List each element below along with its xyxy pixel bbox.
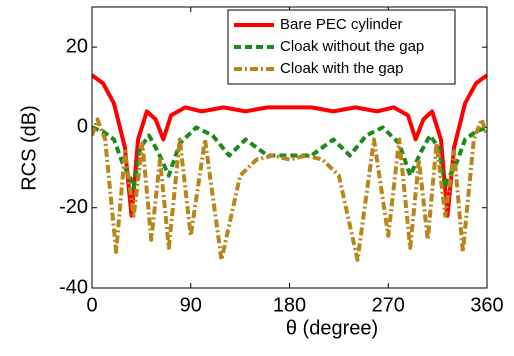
x-tick-label: 270	[372, 294, 405, 316]
series-line	[92, 117, 487, 262]
plot	[92, 73, 487, 262]
y-tick-label: -20	[59, 196, 88, 218]
x-tick-label: 180	[273, 294, 306, 316]
x-axis-label: θ (degree)	[286, 317, 378, 339]
y-tick-label: 20	[66, 35, 88, 57]
legend-label: Cloak with the gap	[280, 60, 403, 77]
y-tick-label: -40	[59, 276, 88, 298]
x-tick-label: 0	[86, 294, 97, 316]
legend: Bare PEC cylinder Cloak without the gap Cl…	[227, 9, 456, 85]
legend-label: Cloak without the gap	[280, 38, 424, 55]
y-tick-label: 0	[77, 116, 88, 138]
legend-box	[227, 9, 456, 85]
x-tick-label: 90	[180, 294, 202, 316]
y-axis-label: RCS (dB)	[18, 105, 40, 191]
plot-frame	[91, 6, 488, 289]
series-line	[92, 125, 487, 190]
legend-label: Bare PEC cylinder	[280, 16, 403, 33]
x-tick-label: 360	[470, 294, 503, 316]
series-line	[92, 73, 487, 218]
